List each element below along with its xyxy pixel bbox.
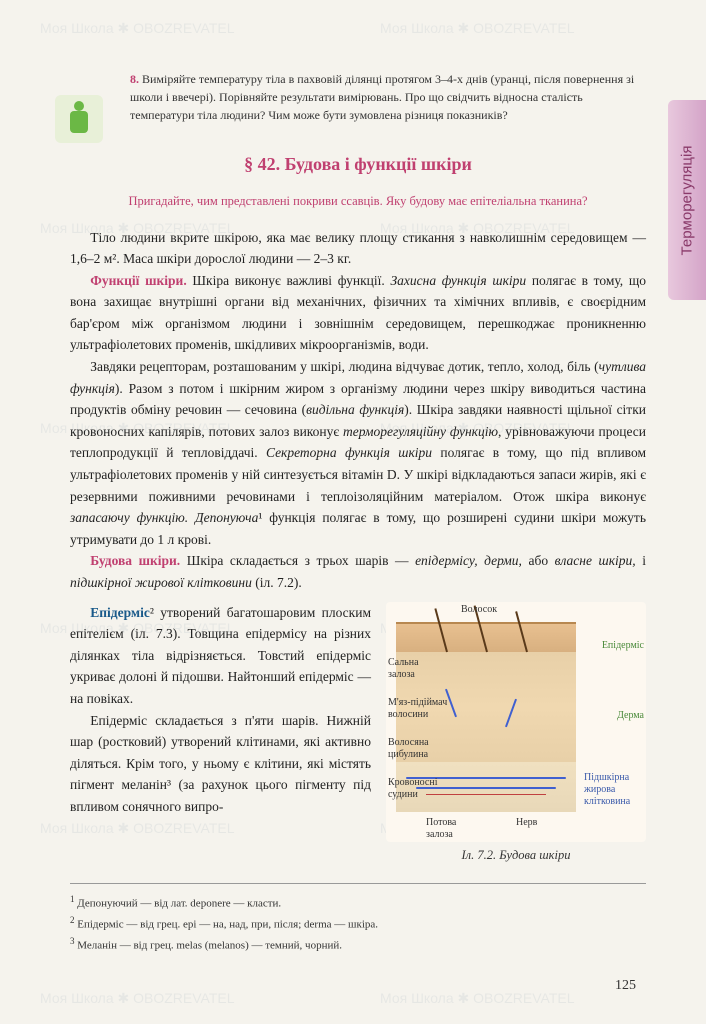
skin-diagram: Волосок Сальна залоза М'яз-підіймач воло…	[386, 602, 646, 842]
p4-c2: і	[636, 553, 646, 568]
p4-i1: епідермісу, дерми,	[415, 553, 522, 568]
p3-i5: запасаючу функцію. Депонуюча	[70, 510, 258, 525]
label-dermis: Дерма	[617, 710, 644, 722]
left-column: Епідерміс² утворений багатошаровим плоск…	[70, 602, 371, 863]
task-number: 8.	[130, 72, 139, 86]
p4-i2: власне шкіри,	[555, 553, 636, 568]
p3-i2: видільна функція	[306, 402, 404, 417]
label-hypodermis: Підшкірна жирова клітковина	[584, 772, 644, 808]
paragraph-4: Будова шкіри. Шкіра складається з трьох …	[70, 550, 646, 593]
p2-text: Шкіра виконує важливі функції.	[187, 273, 391, 288]
p4-c1: або	[522, 553, 555, 568]
p5-term: Епідерміс	[90, 605, 150, 620]
p3-i4: Секреторна функція шкіри	[266, 445, 432, 460]
fn3-text: Меланін — від грец. melas (melanos) — те…	[77, 940, 342, 952]
label-bulb: Волосяна цибулина	[388, 737, 443, 761]
p4-i3: підшкірної жирової клітковини	[70, 575, 252, 590]
fn1-text: Депонуючий — від лат. deponere — класти.	[77, 897, 281, 909]
fn2-text: Епідерміс — від грец. epi — на, над, при…	[77, 919, 378, 931]
paragraph-2: Функції шкіри. Шкіра виконує важливі фун…	[70, 270, 646, 356]
p4-term: Будова шкіри.	[90, 553, 180, 568]
paragraph-6: Епідерміс складається з п'яти шарів. Ниж…	[70, 710, 371, 818]
p3-text: Завдяки рецепторам, розташованим у шкірі…	[90, 359, 598, 374]
label-vessels: Кровоносні судини	[388, 777, 448, 801]
page-content: 8. Виміряйте температуру тіла в пахвовій…	[0, 0, 706, 986]
label-sweat: Потова залоза	[426, 817, 476, 841]
diagram-caption: Іл. 7.2. Будова шкіри	[386, 848, 646, 863]
right-column: Волосок Сальна залоза М'яз-підіймач воло…	[386, 602, 646, 863]
footnotes: 1 Депонуючий — від лат. deponere — класт…	[70, 883, 646, 956]
watermark: Моя Школа ✱ OBOZREVATEL	[40, 990, 235, 1007]
footnote-1: 1 Депонуючий — від лат. deponere — класт…	[70, 892, 646, 913]
side-tab-label: Терморегуляція	[679, 145, 696, 255]
p2-italic: Захисна функція шкіри	[390, 273, 526, 288]
two-column-layout: Епідерміс² утворений багатошаровим плоск…	[70, 602, 646, 863]
paragraph-3: Завдяки рецепторам, розташованим у шкірі…	[70, 356, 646, 550]
paragraph-5: Епідерміс² утворений багатошаровим плоск…	[70, 602, 371, 710]
side-tab: Терморегуляція	[668, 100, 706, 300]
p3-i3: терморегуляційну функцію	[343, 424, 498, 439]
paragraph-1: Тіло людини вкрите шкірою, яка має велик…	[70, 227, 646, 270]
label-nerve: Нерв	[516, 817, 537, 829]
p4-c3: (іл. 7.2).	[252, 575, 302, 590]
task-icon	[55, 95, 103, 143]
prompt-text: Пригадайте, чим представлені покриви сса…	[70, 193, 646, 211]
footnote-3: 3 Меланін — від грец. melas (melanos) — …	[70, 934, 646, 955]
section-title: § 42. Будова і функції шкіри	[70, 154, 646, 175]
label-epidermis: Епідерміс	[602, 640, 644, 652]
p4-text: Шкіра складається з трьох шарів —	[180, 553, 415, 568]
footnote-2: 2 Епідерміс — від грец. epi — на, над, п…	[70, 913, 646, 934]
figure-icon	[64, 101, 94, 137]
label-hair: Волосок	[461, 604, 497, 616]
p1-text: Тіло людини вкрите шкірою, яка має велик…	[70, 230, 646, 267]
label-muscle: М'яз-підіймач волосини	[388, 697, 448, 721]
p2-term: Функції шкіри.	[90, 273, 186, 288]
task-block: 8. Виміряйте температуру тіла в пахвовій…	[130, 70, 646, 124]
label-gland: Сальна залоза	[388, 657, 438, 681]
watermark: Моя Школа ✱ OBOZREVATEL	[380, 990, 575, 1007]
task-text: Виміряйте температуру тіла в пахвовій ді…	[130, 72, 634, 122]
